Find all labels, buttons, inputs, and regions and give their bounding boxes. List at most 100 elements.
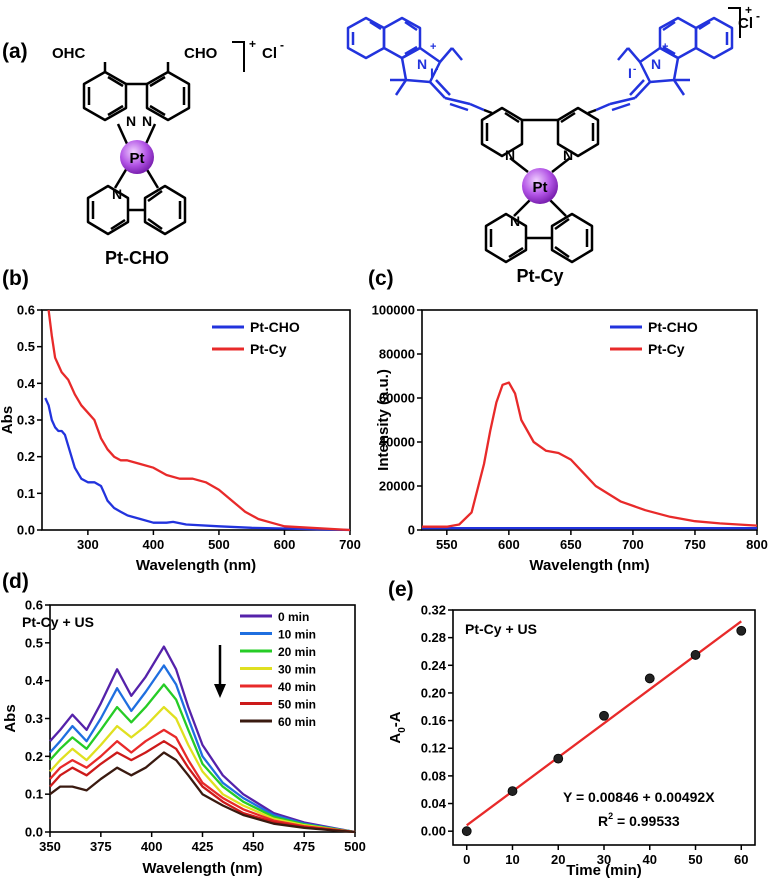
ptcy-n-right: N — [651, 56, 661, 72]
ptcy-bracket — [728, 7, 741, 38]
ptcho-pt-sphere — [120, 140, 154, 174]
chart-c-ytick-label: 0 — [408, 523, 415, 538]
chart-c-ytick-label: 20000 — [379, 479, 415, 494]
chart-e-xtick-label: 10 — [505, 852, 519, 867]
chart-e-ytick-label: 0.00 — [421, 824, 446, 839]
chart-d-legend-label: 60 min — [278, 715, 316, 729]
ptcy-structure — [346, 16, 734, 264]
chart-c-frame — [421, 309, 758, 531]
chart-c-ytick-label: 80000 — [379, 347, 415, 362]
chart-d-ytick-label: 0.4 — [25, 673, 44, 688]
chart-d-xtick-label: 375 — [90, 839, 112, 854]
chart-e-ytick-label: 0.16 — [421, 713, 446, 728]
chart-c-ytick-label: 60000 — [379, 391, 415, 406]
chart-e-xtick-label: 30 — [597, 852, 611, 867]
chart-d-decrease-arrow — [214, 645, 226, 698]
chart-d-xtick-label: 400 — [141, 839, 163, 854]
chart-e-point — [690, 650, 701, 660]
ptcho-counterion: Cl — [262, 45, 277, 62]
chart-b-ytick-label: 0.5 — [17, 339, 35, 354]
chart-d-ylabel: Abs — [2, 704, 19, 732]
ptcy-counterion-charge: - — [756, 9, 760, 23]
chart-d-legend-label: 30 min — [278, 663, 316, 677]
chart-b-ytick-label: 0.4 — [17, 376, 36, 391]
ptcho-right-pyridine — [145, 70, 191, 122]
ptcho-name: Pt-CHO — [105, 248, 169, 268]
chart-d-series-line — [49, 751, 356, 834]
ptcy-charge: + — [745, 3, 752, 17]
ptcho-structure — [82, 62, 191, 236]
chart-b-ylabel: Abs — [0, 406, 16, 434]
chart-c-xtick-label: 800 — [746, 537, 768, 552]
chart-e-xtick-label: 20 — [551, 852, 565, 867]
chart-c-ytick-label: 100000 — [372, 303, 415, 318]
panel-label-c: (c) — [368, 267, 394, 290]
ptcho-left-pyridine — [82, 70, 128, 122]
chart-e-linear-fit: 0 10 20 30 40 50 600.000.040.080.120.160.200.2… — [387, 603, 756, 879]
chart-c-ytick-label: 40000 — [379, 435, 415, 450]
chart-e-xlabel: Time (min) — [566, 862, 642, 879]
chart-d-legend-label: 20 min — [278, 645, 316, 659]
chart-d-xtick-label: 425 — [192, 839, 214, 854]
chart-b-ytick-label: 0.3 — [17, 413, 35, 428]
chart-e-xtick-label: 0 — [463, 852, 470, 867]
ptcy-name: Pt-Cy — [516, 266, 563, 286]
chart-c-legend-label: Pt-Cy — [648, 341, 685, 357]
chart-e-ylabel-sub: 0 — [397, 727, 408, 733]
chart-b-xtick-label: 700 — [339, 537, 361, 552]
chart-e-r2: R2 = 0.99533 — [598, 811, 680, 829]
chart-b-xlabel: Wavelength (nm) — [136, 557, 256, 574]
ptcho-n1: N — [126, 113, 136, 129]
ptcho-charge: + — [249, 37, 256, 51]
ptcy-iodide-left: I — [430, 65, 434, 81]
ptcy-n-left: N — [417, 56, 427, 72]
chart-d-legend-label: 0 min — [278, 610, 309, 624]
chart-e-ytick-label: 0.20 — [421, 685, 446, 700]
ptcy-n3: N — [510, 213, 520, 229]
chart-e-xtick-label: 50 — [688, 852, 702, 867]
chart-d-ytick-label: 0.0 — [25, 825, 43, 840]
chart-d-uv-kinetics: 350 375 400 425 450 475 500 0.0 0.1 0.2 0.3 0.4 0.5 0… — [2, 598, 366, 878]
ptcy-cyanine-arms — [346, 16, 734, 112]
ptcho-aldehyde-right: CHO — [184, 45, 218, 62]
chart-c-emission: 550 600 650 700 750 800 0 20000 40000 60000 80000 1… — [372, 303, 768, 575]
ptcy-ppy-pyridine — [484, 212, 528, 264]
chart-e-ylabel-main: A — [387, 733, 404, 744]
chart-b-frame — [41, 309, 351, 531]
ptcy-pt-sphere — [522, 168, 558, 204]
ptcy-cation-right: + — [662, 41, 668, 53]
chart-e-ytick-label: 0.12 — [421, 741, 446, 756]
panel-label-e: (e) — [388, 578, 414, 601]
chart-d-ytick-label: 0.3 — [25, 711, 43, 726]
chart-d-xtick-label: 500 — [344, 839, 366, 854]
ptcy-ppy-phenyl — [550, 212, 594, 264]
chart-e-point — [736, 625, 747, 636]
chart-e-ytick-label: 0.32 — [421, 603, 446, 618]
chart-b-series-line — [47, 309, 351, 532]
chart-e-r2-value: = 0.99533 — [613, 813, 680, 829]
chart-d-series-line — [49, 664, 356, 834]
chart-c-xtick-label: 600 — [498, 537, 520, 552]
ptcy-pt-label: Pt — [533, 179, 548, 196]
chart-d-xtick-label: 475 — [293, 839, 315, 854]
panel-label-b: (b) — [2, 267, 29, 290]
ptcho-n2: N — [142, 113, 152, 129]
chart-b-ytick-label: 0.2 — [17, 449, 35, 464]
chart-e-ylabel-rest: -A — [387, 711, 404, 727]
ptcy-iodide-left-charge: - — [435, 64, 438, 75]
ptcy-n1: N — [505, 147, 515, 163]
chart-e-point — [507, 786, 518, 796]
chart-d-ytick-label: 0.2 — [25, 749, 43, 764]
chart-d-series-line — [49, 728, 356, 834]
chart-e-annotation: Pt-Cy + US — [465, 621, 537, 637]
chart-e-xtick-label: 60 — [734, 852, 748, 867]
chart-d-xtick-label: 350 — [39, 839, 61, 854]
chart-e-point — [599, 710, 609, 721]
chart-d-xlabel: Wavelength (nm) — [142, 860, 262, 877]
chart-d-ytick-label: 0.6 — [25, 598, 43, 613]
chart-e-point — [461, 826, 472, 837]
chart-b-ytick-label: 0.1 — [17, 486, 35, 501]
ptcho-counterion-charge: - — [280, 38, 284, 52]
panel-label-a: (a) — [2, 40, 28, 63]
chart-e-ytick-label: 0.24 — [421, 658, 447, 673]
